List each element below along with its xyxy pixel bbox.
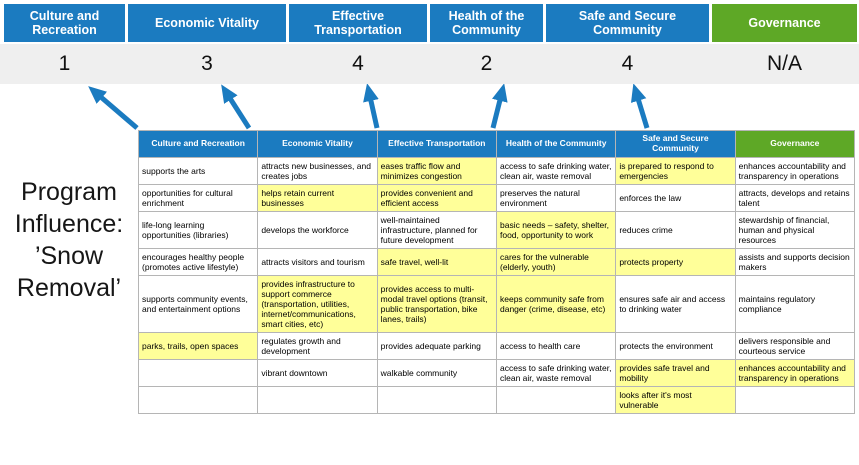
column-header-effective-transportation: Effective Transportation <box>376 130 497 158</box>
matrix-cell: cares for the vulnerable (elderly, youth… <box>495 247 617 276</box>
column-header-health-of-the-community: Health of the Community <box>495 130 617 158</box>
banner-governance: Governance <box>712 4 857 42</box>
up-arrow-icon <box>88 86 139 130</box>
score-row: 1 3 4 2 4 N/A <box>0 44 859 84</box>
banner-safe-and-secure-community: Safe and Secure Community <box>546 4 709 42</box>
table-row: opportunities for cultural enrichment hel… <box>137 183 856 212</box>
arrows-region <box>0 84 859 130</box>
matrix-cell: delivers responsible and courteous servi… <box>734 331 856 360</box>
table-row: supports community events, and entertain… <box>137 274 856 333</box>
matrix-cell <box>376 385 497 414</box>
column-header-culture-and-recreation: Culture and Recreation <box>137 130 259 158</box>
matrix-cell: assists and supports decision makers <box>734 247 856 276</box>
matrix-cell: ensures safe air and access to drinking … <box>615 274 736 333</box>
matrix-cell: vibrant downtown <box>257 358 378 387</box>
matrix-cell: well-maintained infrastructure, planned … <box>376 210 497 249</box>
matrix-cell: walkable community <box>376 358 497 387</box>
category-banner: Culture and Recreation Economic Vitality E… <box>0 0 859 42</box>
score-health-of-the-community: 2 <box>480 52 493 75</box>
matrix-cell: provides infrastructure to support comme… <box>257 274 378 333</box>
matrix-cell: regulates growth and development <box>257 331 378 360</box>
banner-health-of-the-community: Health of the Community <box>430 4 543 42</box>
matrix-cell: provides access to multi-modal travel op… <box>376 274 497 333</box>
banner-effective-transportation: Effective Transportation <box>289 4 427 42</box>
matrix-cell: provides convenient and efficient access <box>376 183 497 212</box>
matrix-cell: preserves the natural environment <box>495 183 617 212</box>
score-safe-and-secure-community: 4 <box>621 52 634 75</box>
matrix-cell: basic needs – safety, shelter, food, opp… <box>495 210 617 249</box>
matrix-cell: protects property <box>615 247 736 276</box>
matrix-cell: protects the environment <box>615 331 736 360</box>
matrix-cell: safe travel, well-lit <box>376 247 497 276</box>
matrix-cell: access to safe drinking water, clean air… <box>495 156 617 185</box>
matrix-cell <box>495 385 617 414</box>
score-governance: N/A <box>766 52 802 75</box>
table-row: life-long learning opportunities (librar… <box>137 210 856 249</box>
matrix-cell: looks after it's most vulnerable <box>615 385 736 414</box>
matrix-cell: reduces crime <box>615 210 736 249</box>
matrix-cell <box>734 385 856 414</box>
up-arrow-icon <box>490 84 508 129</box>
banner-economic-vitality: Economic Vitality <box>128 4 286 42</box>
matrix-cell: access to safe drinking water, clean air… <box>495 358 617 387</box>
matrix-cell: keeps community safe from danger (crime,… <box>495 274 617 333</box>
matrix-cell: life-long learning opportunities (librar… <box>137 210 259 249</box>
matrix-cell: stewardship of financial, human and phys… <box>734 210 856 249</box>
matrix-cell: maintains regulatory compliance <box>734 274 856 333</box>
influence-matrix: Culture and Recreation Economic Vitality E… <box>137 130 856 414</box>
banner-culture-and-recreation: Culture and Recreation <box>4 4 125 42</box>
table-row: parks, trails, open spaces regulates grow… <box>137 331 856 360</box>
matrix-cell: attracts, develops and retains talent <box>734 183 856 212</box>
table-row: encourages healthy people (promotes acti… <box>137 247 856 276</box>
matrix-header-row: Culture and Recreation Economic Vitality E… <box>137 130 856 158</box>
matrix-cell: eases traffic flow and minimizes congest… <box>376 156 497 185</box>
matrix-cell: develops the workforce <box>257 210 378 249</box>
main-area: Program Influence: ’Snow Removal’ Cultur… <box>0 130 859 414</box>
matrix-cell: enforces the law <box>615 183 736 212</box>
up-arrow-icon <box>221 84 252 130</box>
up-arrows <box>88 84 650 130</box>
page-title: Program Influence: ’Snow Removal’ <box>14 177 124 302</box>
table-row: supports the arts attracts new businesses… <box>137 156 856 185</box>
matrix-cell <box>137 358 259 387</box>
score-culture-and-recreation: 1 <box>58 52 71 75</box>
matrix-cell: helps retain current businesses <box>257 183 378 212</box>
matrix-cell: supports the arts <box>137 156 259 185</box>
matrix-cell <box>257 385 378 414</box>
table-row: vibrant downtown walkable community access… <box>137 358 856 387</box>
score-economic-vitality: 3 <box>201 52 213 75</box>
table-row: looks after it's most vulnerable <box>137 385 856 414</box>
matrix-cell: enhances accountability and transparency… <box>734 358 856 387</box>
matrix-cell: access to health care <box>495 331 617 360</box>
slide: Culture and Recreation Economic Vitality E… <box>0 0 859 414</box>
matrix-cell: parks, trails, open spaces <box>137 331 259 360</box>
up-arrow-icon <box>363 84 380 129</box>
matrix-cell: supports community events, and entertain… <box>137 274 259 333</box>
matrix-cell <box>137 385 259 414</box>
matrix-cell: is prepared to respond to emergencies <box>615 156 736 185</box>
matrix-cell: attracts new businesses, and creates job… <box>257 156 378 185</box>
column-header-safe-and-secure-community: Safe and Secure Community <box>615 130 736 158</box>
matrix-cell: provides adequate parking <box>376 331 497 360</box>
matrix-cell: enhances accountability and transparency… <box>734 156 856 185</box>
column-header-economic-vitality: Economic Vitality <box>257 130 378 158</box>
score-effective-transportation: 4 <box>352 52 364 75</box>
up-arrow-icon <box>630 84 650 129</box>
column-header-governance: Governance <box>734 130 856 158</box>
matrix-cell: encourages healthy people (promotes acti… <box>137 247 259 276</box>
matrix-cell: provides safe travel and mobility <box>615 358 736 387</box>
matrix-cell: opportunities for cultural enrichment <box>137 183 259 212</box>
matrix-cell: attracts visitors and tourism <box>257 247 378 276</box>
